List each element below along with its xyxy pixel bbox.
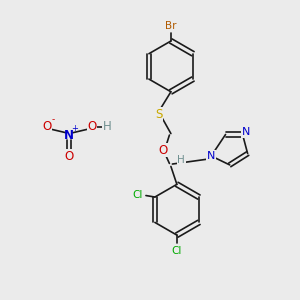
Text: H: H xyxy=(103,120,112,133)
Text: O: O xyxy=(159,143,168,157)
Text: Cl: Cl xyxy=(132,190,143,200)
Text: +: + xyxy=(71,124,78,133)
Text: O: O xyxy=(65,150,74,163)
Text: O: O xyxy=(42,120,52,133)
Text: -: - xyxy=(52,115,55,124)
Text: S: S xyxy=(155,108,163,121)
Text: Br: Br xyxy=(165,21,177,31)
Text: N: N xyxy=(207,151,215,161)
Text: N: N xyxy=(64,129,74,142)
Text: H: H xyxy=(178,155,185,165)
Text: O: O xyxy=(87,120,96,133)
Text: Cl: Cl xyxy=(172,246,182,256)
Text: N: N xyxy=(242,127,250,137)
